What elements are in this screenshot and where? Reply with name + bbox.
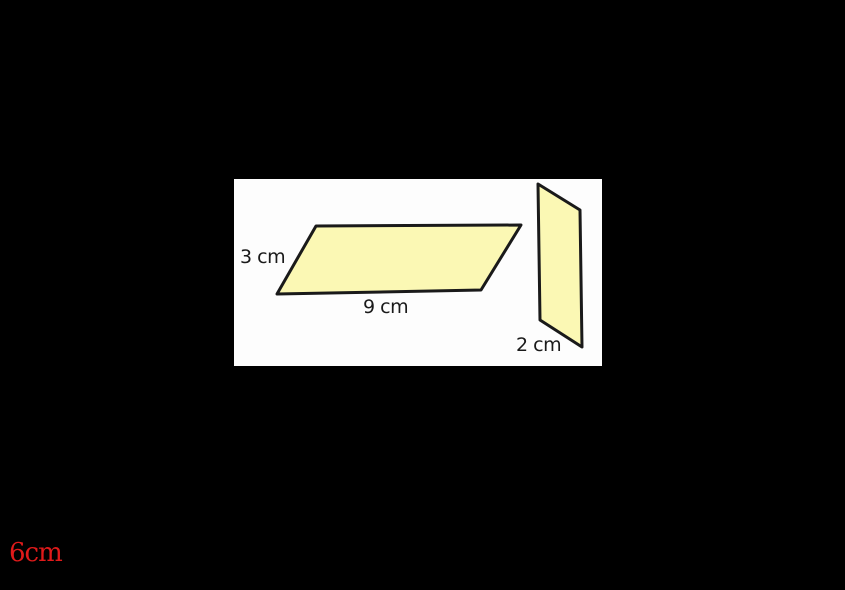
side-shape-label: 2 cm xyxy=(516,334,561,356)
parallelogram-diagram: 3 cm 9 cm 2 cm xyxy=(240,182,584,356)
bottom-side-label: 9 cm xyxy=(363,296,408,318)
left-side-label: 3 cm xyxy=(240,246,285,268)
parallelogram-side xyxy=(536,182,584,349)
figure-panel: 3 cm 9 cm 2 cm xyxy=(234,179,602,366)
corner-annotation: 6cm xyxy=(9,538,63,568)
parallelogram-front xyxy=(275,223,523,296)
